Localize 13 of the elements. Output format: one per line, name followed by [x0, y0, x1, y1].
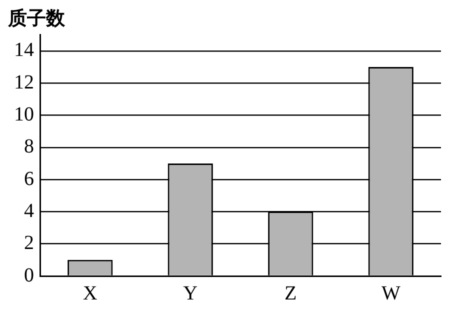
y-tick-label: 10 — [14, 103, 34, 126]
y-tick-label: 0 — [24, 264, 34, 286]
y-tick-label: 14 — [14, 39, 34, 62]
y-tick-label: 2 — [24, 232, 34, 254]
x-tick-label: X — [82, 282, 98, 304]
y-tick-label: 12 — [14, 71, 34, 94]
x-tick-label: Y — [183, 282, 198, 304]
x-tick-label: Z — [284, 282, 297, 304]
y-tick-label: 8 — [24, 136, 34, 158]
y-axis-title: 质子数 — [7, 7, 66, 30]
y-tick-label: 6 — [24, 168, 34, 190]
y-tick-label: 4 — [24, 200, 34, 222]
x-tick-label: W — [381, 282, 400, 304]
